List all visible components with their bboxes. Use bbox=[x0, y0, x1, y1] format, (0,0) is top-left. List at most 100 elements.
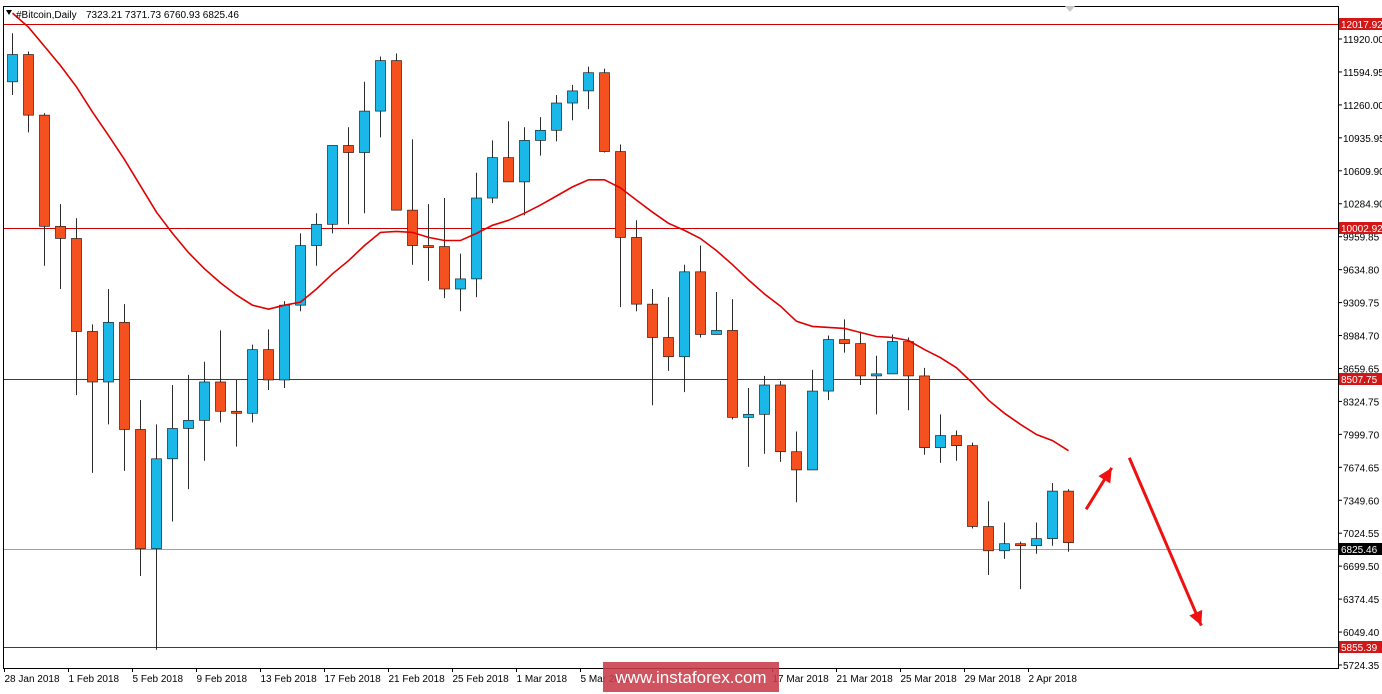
y-tick-label: 7674.65 bbox=[1343, 463, 1380, 474]
y-tick-label: 8984.70 bbox=[1343, 332, 1380, 343]
trend-arrow-down-shaft bbox=[1127, 457, 1203, 627]
bearish-candle-body bbox=[919, 375, 930, 449]
x-tick-label: 21 Feb 2018 bbox=[389, 674, 446, 685]
y-tick-label: 10935.95 bbox=[1343, 134, 1382, 145]
bullish-candle-body bbox=[583, 72, 594, 92]
dropdown-triangle-icon[interactable] bbox=[6, 10, 12, 15]
y-tick-label: 7024.55 bbox=[1343, 529, 1380, 540]
bullish-candle-body bbox=[567, 90, 578, 104]
y-tick-label: 8324.75 bbox=[1343, 397, 1380, 408]
y-tick-label: 5724.35 bbox=[1343, 661, 1380, 672]
level-price-tag bbox=[1339, 222, 1382, 234]
y-tick-label: 6374.45 bbox=[1343, 595, 1380, 606]
bullish-candle-body bbox=[359, 110, 370, 153]
y-tick-label: 11920.00 bbox=[1343, 35, 1382, 46]
bearish-candle-body bbox=[967, 445, 978, 527]
bearish-candle-body bbox=[439, 246, 450, 290]
trend-arrow-down-head-icon bbox=[1189, 609, 1203, 626]
bearish-candle-body bbox=[791, 451, 802, 471]
bearish-candle-body bbox=[647, 303, 658, 338]
bullish-candle-body bbox=[807, 390, 818, 471]
bearish-candle-body bbox=[263, 349, 274, 381]
y-tick-label: 10284.90 bbox=[1343, 200, 1382, 211]
bullish-candle-body bbox=[823, 339, 834, 392]
bearish-candle-body bbox=[23, 54, 34, 116]
bullish-candle-body bbox=[935, 435, 946, 449]
bullish-candle-body bbox=[103, 321, 114, 383]
bullish-candle-body bbox=[999, 543, 1010, 552]
x-tick-label: 9 Feb 2018 bbox=[197, 674, 248, 685]
bearish-candle-body bbox=[663, 337, 674, 358]
bullish-candle-body bbox=[199, 381, 210, 421]
bearish-candle-body bbox=[391, 60, 402, 211]
level-price-tag-text: 8507.75 bbox=[1341, 375, 1378, 386]
bearish-candle-body bbox=[855, 343, 866, 377]
forecast-arrows bbox=[1084, 457, 1203, 627]
y-tick-label: 6699.50 bbox=[1343, 562, 1380, 573]
bearish-candle-body bbox=[695, 271, 706, 335]
horizontal-levels bbox=[3, 24, 1338, 648]
bullish-candle-body bbox=[1031, 538, 1042, 547]
bearish-candle-body bbox=[215, 381, 226, 412]
bullish-candle-body bbox=[871, 373, 882, 377]
bearish-candle-body bbox=[423, 245, 434, 248]
bullish-candle-body bbox=[327, 145, 338, 225]
x-tick-label: 13 Feb 2018 bbox=[261, 674, 318, 685]
watermark-background bbox=[603, 662, 779, 692]
bearish-candle-body bbox=[983, 526, 994, 552]
x-tick-label: 17 Mar 2018 bbox=[773, 674, 830, 685]
bullish-candle-body bbox=[759, 384, 770, 415]
moving-average-line bbox=[11, 12, 1069, 452]
current-price-tag bbox=[1339, 543, 1382, 555]
bearish-candle-body bbox=[231, 410, 242, 414]
moving-average-group bbox=[11, 12, 1069, 452]
x-tick-label: 2 Apr 2018 bbox=[1029, 674, 1078, 685]
y-tick-label: 9959.85 bbox=[1343, 233, 1380, 244]
candles bbox=[7, 33, 1074, 650]
bullish-candle-body bbox=[455, 278, 466, 290]
bullish-candle-body bbox=[311, 223, 322, 246]
bullish-candle-body bbox=[375, 60, 386, 112]
bullish-candle-body bbox=[551, 102, 562, 131]
bearish-candle-body bbox=[87, 331, 98, 383]
y-tick-label: 10609.90 bbox=[1343, 167, 1382, 178]
symbol-label: #Bitcoin,Daily bbox=[16, 10, 77, 21]
bearish-candle-body bbox=[1015, 543, 1026, 547]
bullish-candle-body bbox=[1047, 490, 1058, 539]
bearish-candle-body bbox=[951, 435, 962, 446]
y-tick-label: 11594.95 bbox=[1343, 68, 1382, 79]
bullish-candle-body bbox=[7, 54, 18, 83]
bearish-candle-body bbox=[343, 145, 354, 153]
bearish-candle-body bbox=[135, 429, 146, 550]
bullish-candle-body bbox=[167, 428, 178, 460]
bearish-candle-body bbox=[39, 114, 50, 227]
x-tick-label: 29 Mar 2018 bbox=[965, 674, 1022, 685]
level-price-tag bbox=[1339, 373, 1382, 385]
current-price-tag-text: 6825.46 bbox=[1341, 545, 1378, 556]
bullish-candle-body bbox=[535, 129, 546, 141]
bearish-candle-body bbox=[727, 330, 738, 418]
level-price-tag bbox=[1339, 641, 1382, 653]
y-tick-label: 9634.80 bbox=[1343, 266, 1380, 277]
chart-header: #Bitcoin,Daily 7323.21 7371.73 6760.93 6… bbox=[6, 6, 1075, 21]
y-tick-label: 7999.70 bbox=[1343, 430, 1380, 441]
bearish-candle-body bbox=[71, 238, 82, 332]
bearish-candle-body bbox=[599, 72, 610, 152]
bullish-candle-body bbox=[279, 304, 290, 381]
bearish-candle-body bbox=[119, 321, 130, 430]
y-tick-label: 6049.40 bbox=[1343, 628, 1380, 639]
level-price-tag bbox=[1339, 18, 1382, 30]
bullish-candle-body bbox=[487, 157, 498, 199]
watermark: www.instaforex.com bbox=[603, 662, 779, 692]
bearish-candle-body bbox=[839, 339, 850, 344]
x-tick-label: 5 Feb 2018 bbox=[133, 674, 184, 685]
bearish-candle-body bbox=[903, 341, 914, 377]
bullish-candle-body bbox=[183, 420, 194, 429]
ohlc-readout: 7323.21 7371.73 6760.93 6825.46 bbox=[86, 10, 239, 21]
bearish-candle-body bbox=[55, 225, 66, 239]
trend-arrow-up-head-icon bbox=[1098, 467, 1112, 484]
bearish-candle-body bbox=[407, 209, 418, 246]
y-tick-label: 7349.60 bbox=[1343, 496, 1380, 507]
x-tick-label: 1 Mar 2018 bbox=[517, 674, 568, 685]
